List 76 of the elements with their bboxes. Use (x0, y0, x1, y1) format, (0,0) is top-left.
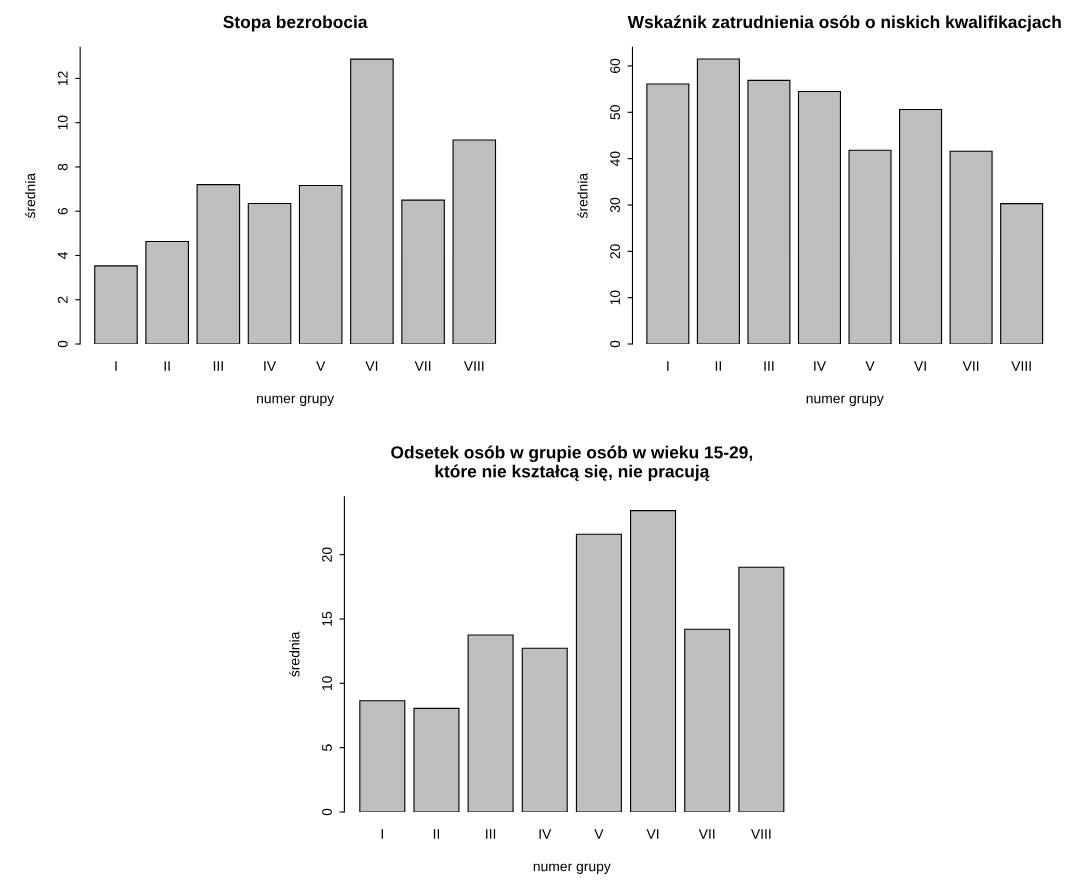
bar (696, 58, 740, 345)
x-tick-label: IV (264, 361, 277, 371)
y-tick-label: 50 (610, 105, 620, 120)
bar (145, 240, 189, 345)
bar (298, 184, 343, 345)
x-tick-label: II (715, 361, 721, 371)
x-tick-label: I (381, 829, 383, 839)
chart-title: Wskaźnik zatrudnienia osób o niskich kwalifikacjach (627, 15, 1061, 32)
y-tick-label: 40 (610, 151, 620, 167)
x-tick-label: V (865, 361, 875, 371)
x-axis-title: numer grupy (257, 395, 335, 407)
bar (401, 199, 445, 345)
x-tick-label: VIII (1011, 361, 1031, 371)
x-tick-label: VII (414, 361, 431, 371)
y-tick-label: 10 (610, 290, 620, 305)
x-tick-label: I (667, 361, 669, 371)
x-tick-label: V (594, 829, 604, 839)
x-tick-label: II (164, 361, 170, 371)
y-tick-label: 10 (322, 676, 332, 690)
x-axis-title: numer grupy (806, 395, 884, 407)
y-tick-label: 6 (57, 207, 68, 215)
y-tick-label: 0 (322, 808, 332, 816)
x-tick-label: VI (914, 361, 926, 371)
y-tick-label: 60 (610, 58, 620, 73)
x-tick-label: I (115, 361, 117, 371)
y-tick-label: 20 (610, 244, 620, 259)
bar (452, 139, 497, 345)
bar (684, 628, 731, 812)
y-tick-label: 15 (322, 611, 332, 626)
x-tick-label: VII (962, 361, 979, 371)
bar (630, 510, 677, 812)
y-tick-label: 4 (57, 252, 68, 260)
bar (899, 108, 943, 345)
bar (413, 707, 460, 812)
bar (521, 647, 568, 812)
bar (247, 202, 292, 345)
x-tick-label: VIII (463, 361, 484, 371)
y-tick-label: 0 (57, 340, 68, 348)
bar (467, 634, 514, 812)
chart-title: Odsetek osób w grupie osób w wieku 15-29, które nie kształcą się, nie pracują (391, 445, 753, 481)
bar (949, 150, 993, 345)
x-tick-label: IV (814, 361, 826, 371)
x-tick-label: V (316, 361, 326, 371)
x-tick-label: VII (698, 829, 715, 839)
x-tick-label: III (486, 829, 496, 839)
y-axis-title: średnia (289, 631, 300, 677)
bar (94, 265, 138, 345)
bar (359, 700, 406, 812)
bar (646, 83, 690, 345)
x-tick-label: III (764, 361, 774, 371)
x-tick-label: II (433, 829, 440, 839)
x-axis-title: numer grupy (533, 863, 611, 874)
y-tick-label: 2 (57, 296, 68, 303)
x-tick-label: VIII (750, 829, 771, 839)
x-tick-label: VI (365, 361, 378, 371)
bar (747, 79, 791, 345)
y-tick-label: 8 (57, 163, 68, 171)
y-tick-label: 20 (322, 547, 332, 562)
bar (350, 58, 394, 345)
bar (738, 566, 785, 812)
x-tick-label: III (213, 361, 223, 371)
y-tick-label: 0 (610, 340, 620, 348)
bar (575, 533, 622, 812)
chart-title: Stopa bezrobocia (223, 15, 368, 32)
y-axis-title: średnia (577, 172, 588, 219)
y-tick-label: 12 (57, 71, 68, 86)
x-tick-label: IV (539, 829, 552, 839)
bar (848, 149, 892, 345)
y-tick-label: 10 (57, 115, 68, 130)
y-axis-title: średnia (24, 172, 36, 219)
y-tick-label: 5 (322, 744, 332, 751)
x-tick-label: VI (646, 829, 659, 839)
bar (196, 184, 241, 345)
y-tick-label: 30 (610, 197, 620, 213)
bar (1000, 203, 1044, 345)
bar (797, 90, 841, 345)
